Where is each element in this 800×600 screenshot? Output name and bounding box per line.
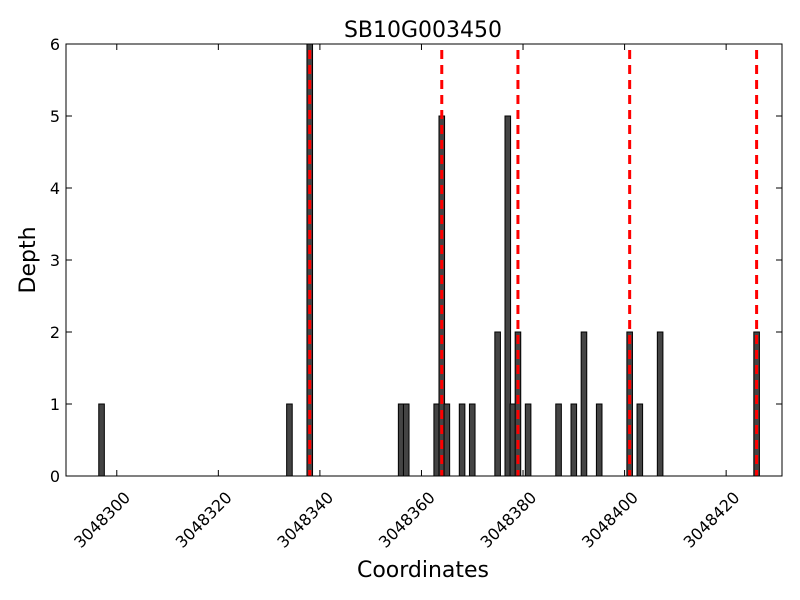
y-tick-label: 0 xyxy=(50,467,60,486)
bar-3048407 xyxy=(656,331,664,477)
bar-3048392 xyxy=(580,331,588,477)
chart-title: SB10G003450 xyxy=(344,18,502,43)
bar-3048357 xyxy=(402,403,410,477)
bar-3048370 xyxy=(468,403,476,477)
bar-3048387 xyxy=(555,403,562,477)
y-tick-label: 3 xyxy=(50,251,60,270)
bars-layer xyxy=(98,43,760,477)
y-tick-label: 1 xyxy=(50,395,60,414)
x-tick-label: 3048360 xyxy=(375,488,439,552)
y-tick-label: 4 xyxy=(50,179,60,198)
y-axis-title: Depth xyxy=(16,226,41,293)
y-axis: 0 1 2 3 4 5 6 xyxy=(50,35,782,486)
marker-lines-layer xyxy=(308,50,759,476)
bar-3048403 xyxy=(636,403,644,477)
bar-3048390 xyxy=(570,403,578,477)
bar-3048368 xyxy=(458,403,466,477)
x-tick-label: 3048400 xyxy=(578,488,642,552)
bar-3048297 xyxy=(98,403,105,477)
bar-3048365 xyxy=(443,403,451,477)
y-tick-label: 5 xyxy=(50,107,60,126)
bar-3048375 xyxy=(494,331,501,477)
plot-frame xyxy=(65,43,783,477)
x-axis-title: Coordinates xyxy=(357,558,489,583)
x-tick-label: 3048320 xyxy=(172,488,236,552)
x-tick-label: 3048340 xyxy=(273,488,337,552)
x-tick-label: 3048300 xyxy=(70,488,134,552)
y-tick-label: 2 xyxy=(50,323,60,342)
x-tick-label: 3048420 xyxy=(680,488,744,552)
bar-3048334 xyxy=(286,403,293,477)
y-tick-label: 6 xyxy=(50,35,60,54)
bar-3048395 xyxy=(595,403,603,477)
x-tick-label: 3048380 xyxy=(477,488,541,552)
bar-3048381 xyxy=(524,403,532,477)
